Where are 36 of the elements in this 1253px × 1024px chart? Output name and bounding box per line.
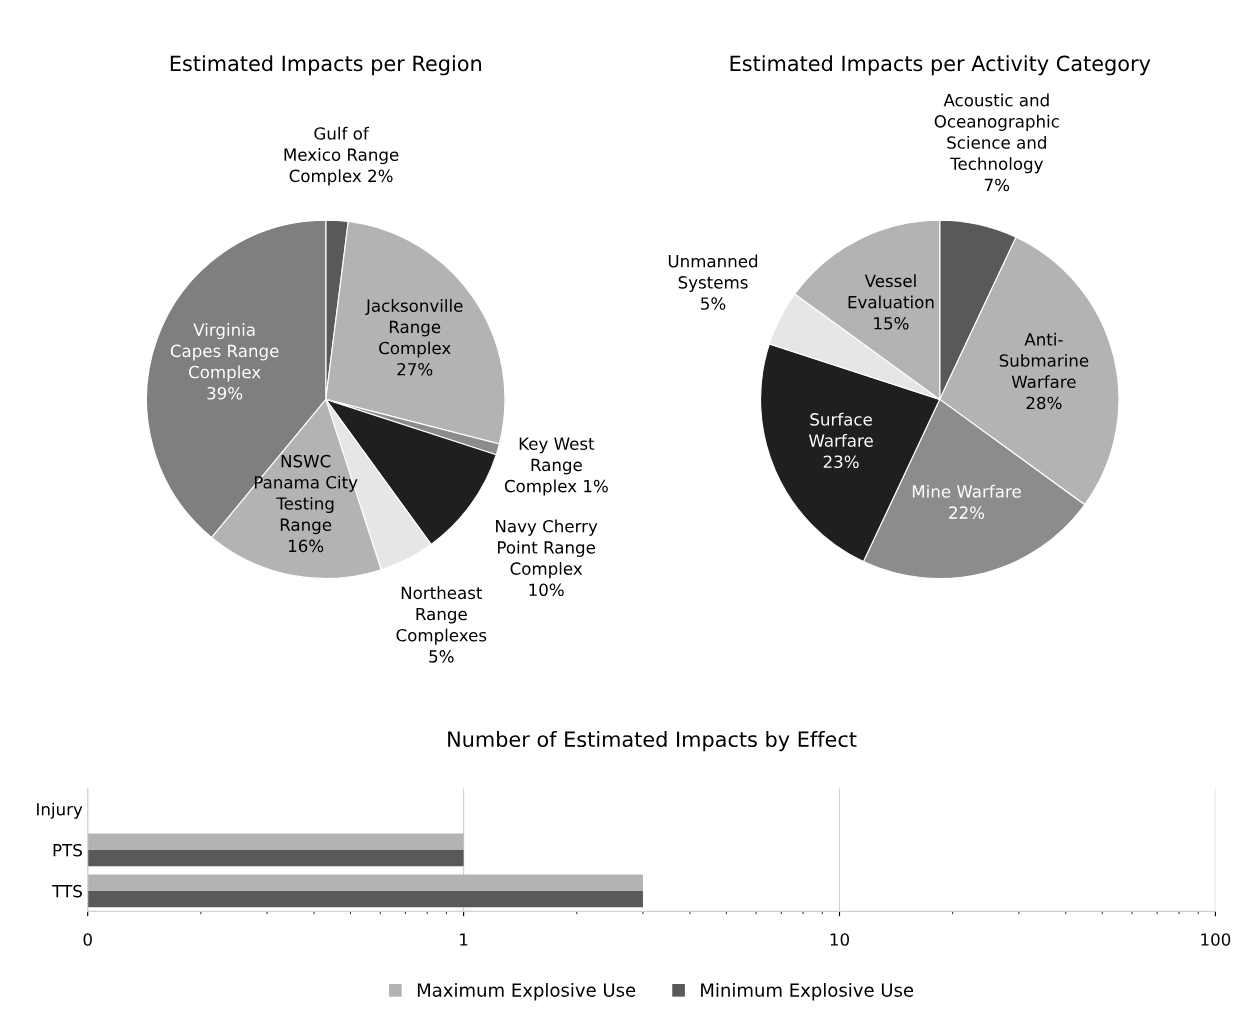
legend-label: Maximum Explosive Use — [417, 982, 636, 1001]
slice-label: Key West Range Complex 1% — [504, 437, 608, 496]
y-tick-label: PTS — [53, 843, 82, 857]
slice-label: Mine Warfare — [912, 484, 1021, 498]
slice-label: Jacksonville Range Complex — [365, 299, 463, 358]
chart-title: Estimated Impacts per Region — [170, 55, 481, 76]
chart-title: Number of Estimated Impacts by Effect — [448, 730, 857, 752]
slice-label: Surface Warfare — [808, 412, 873, 447]
data-label: 5% — [429, 650, 454, 663]
data-label: 28% — [1026, 396, 1062, 410]
slice-label: Virginia Capes Range Complex — [170, 323, 279, 382]
slice-label: Unmanned Systems — [668, 254, 758, 292]
data-label: 10% — [529, 583, 564, 597]
y-tick-label: Injury — [37, 802, 83, 819]
slice-label: Gulf of Mexico Range Complex 2% — [284, 126, 399, 186]
chart-title: Estimated Impacts per Activity Category — [730, 55, 1151, 76]
slice-label: Anti- Submarine Warfare — [999, 332, 1089, 389]
data-label: 16% — [288, 539, 324, 553]
x-tick-label: 100 — [1201, 933, 1231, 946]
x-tick-label: 0 — [83, 933, 92, 946]
data-label: 5% — [701, 297, 726, 310]
slice-label: Acoustic and Oceanographic Science and Technology — [934, 93, 1059, 174]
slice-label: Northeast Range Complexes — [396, 586, 487, 645]
data-label: 7% — [984, 178, 1010, 192]
x-tick-label: 1 — [460, 933, 468, 946]
data-label: 23% — [823, 455, 859, 469]
slice-label: NSWC Panama City Testing Range — [254, 454, 358, 535]
data-label: 22% — [949, 506, 985, 519]
data-label: 39% — [207, 386, 243, 400]
data-label: 27% — [397, 362, 433, 376]
slice-label: Vessel Evaluation — [848, 274, 934, 309]
legend-label: Minimum Explosive Use — [701, 982, 914, 1001]
x-tick-label: 10 — [830, 933, 850, 946]
data-label: 15% — [874, 316, 909, 330]
slice-label: Navy Cherry Point Range Complex — [496, 519, 598, 579]
y-tick-label: TTS — [52, 884, 82, 898]
